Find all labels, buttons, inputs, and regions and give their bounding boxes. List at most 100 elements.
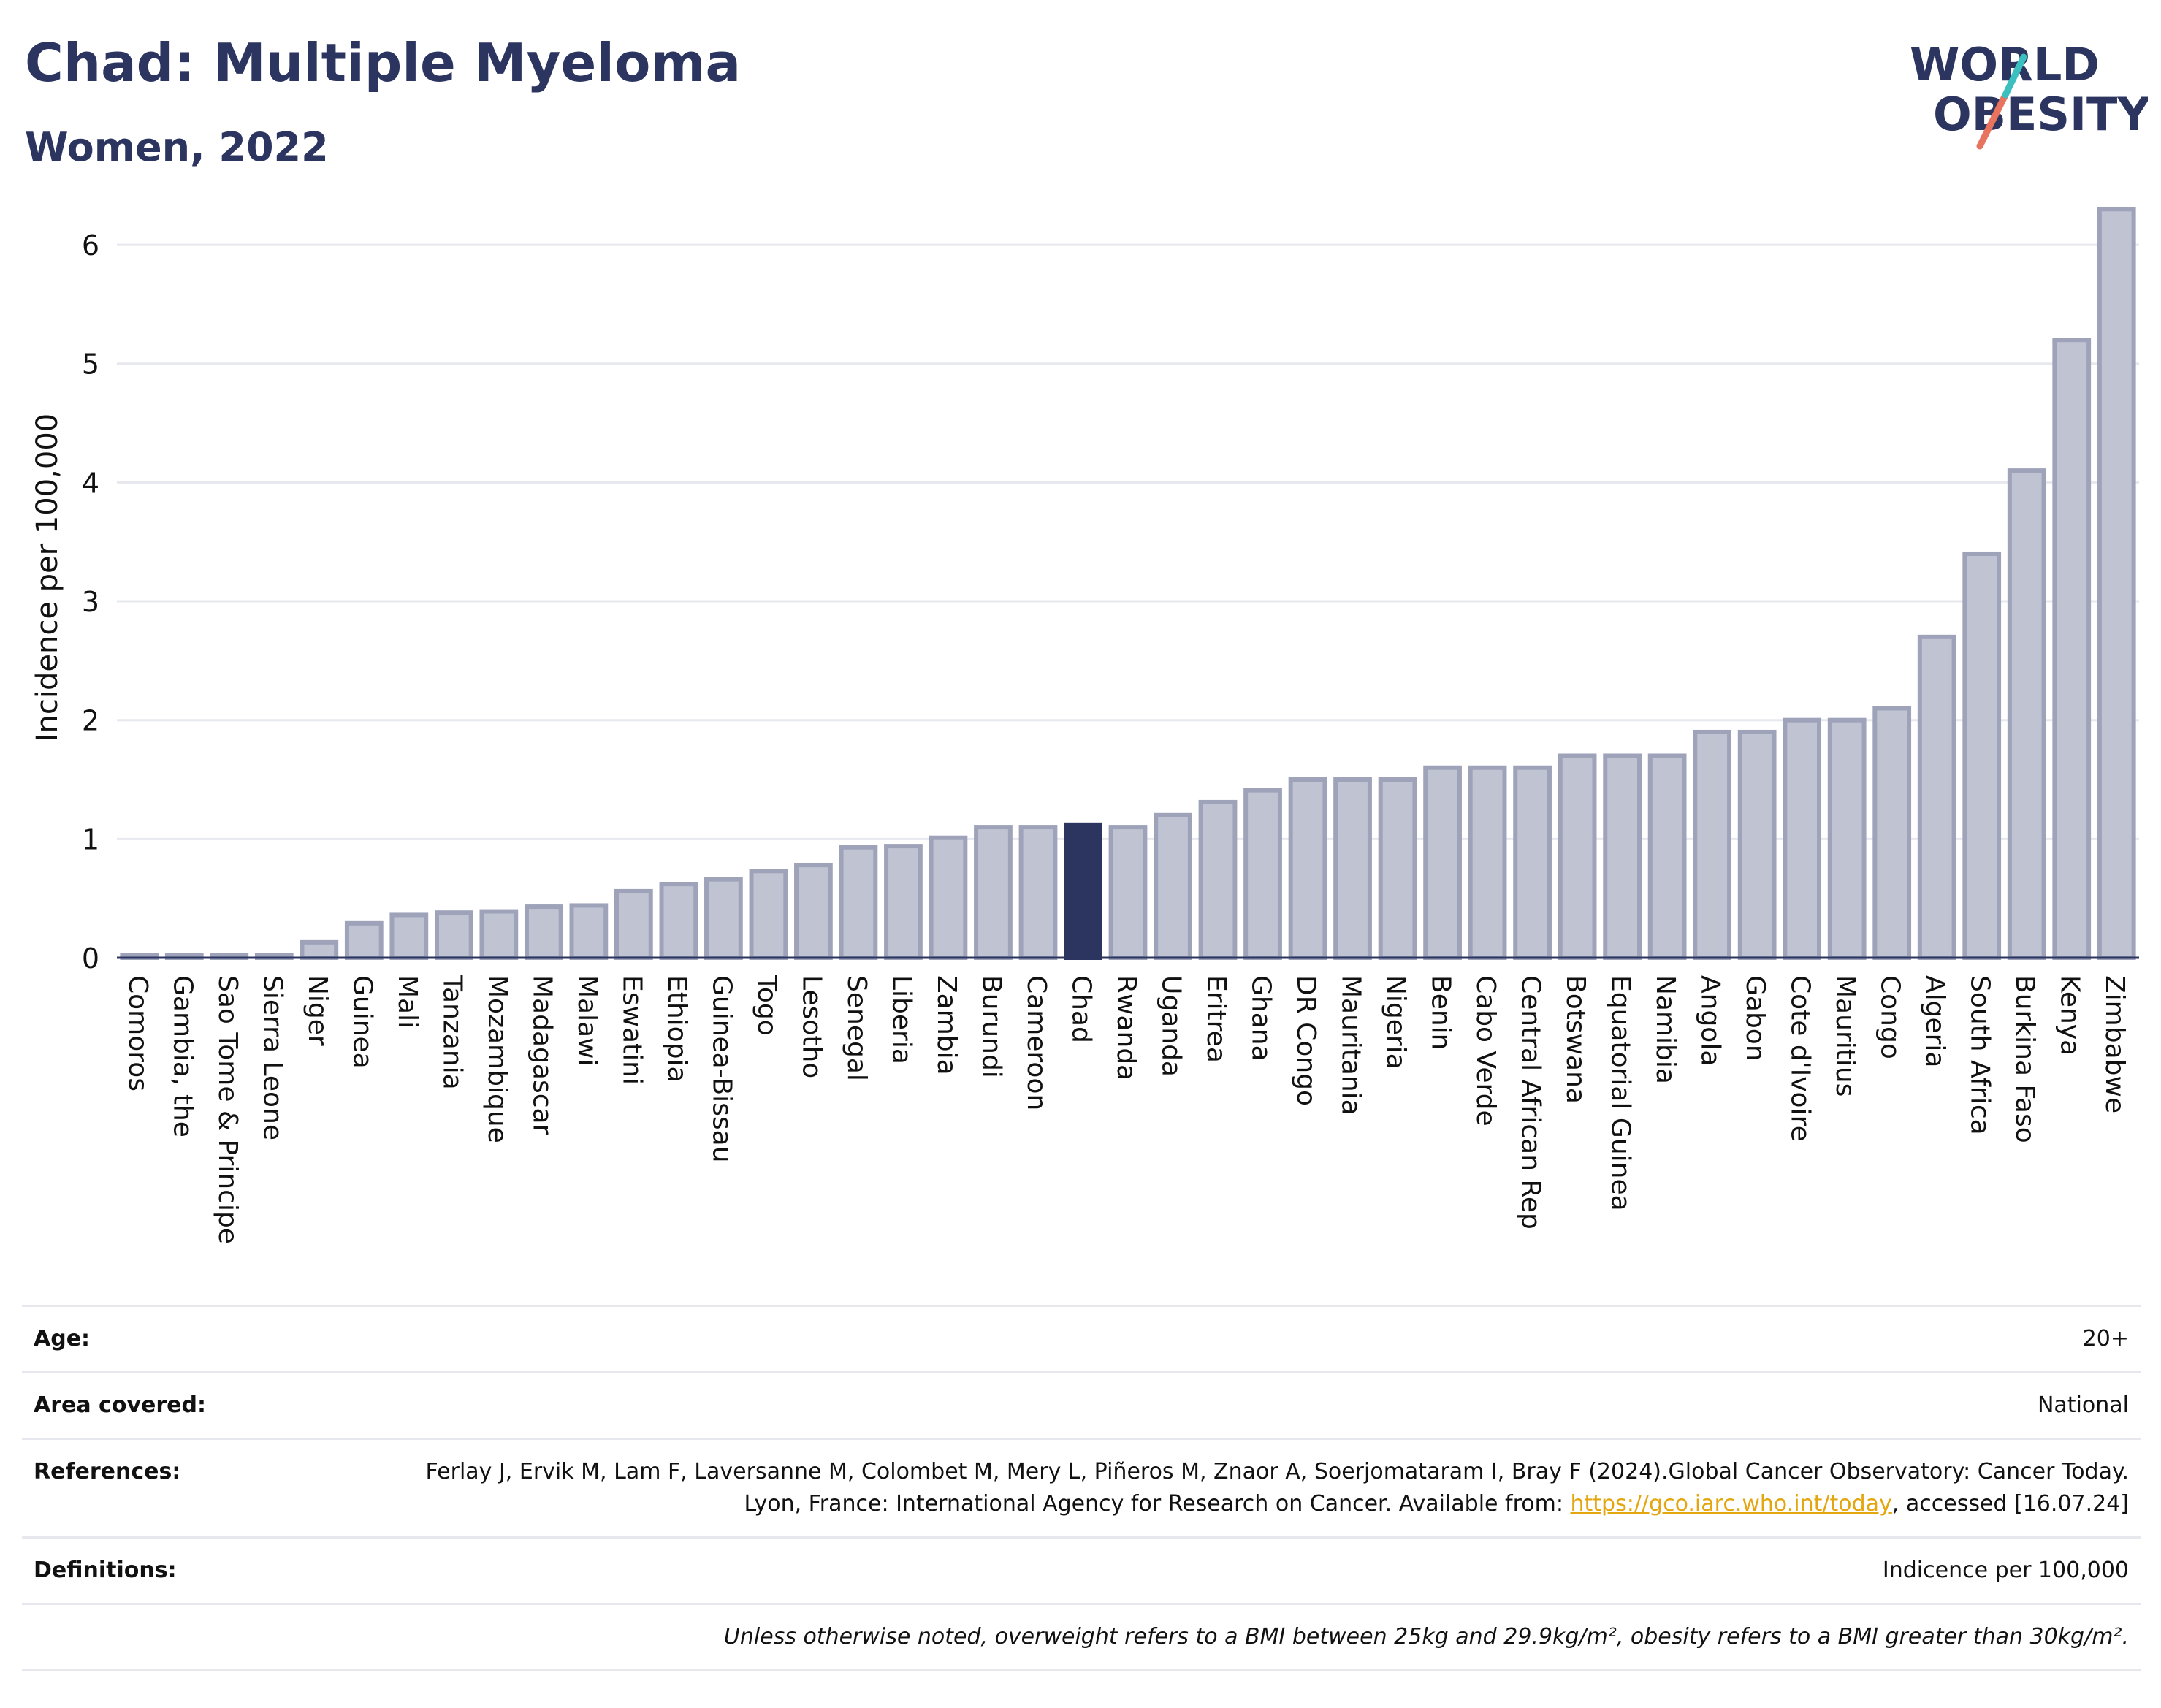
x-tick-label: Mauritania <box>1336 975 1366 1116</box>
x-tick-label: Niger <box>302 975 332 1046</box>
x-tick-label: Zambia <box>931 975 961 1075</box>
y-axis-label: Incidence per 100,000 <box>31 413 64 742</box>
references-text: Ferlay J, Ervik M, Lam F, Laversanne M, … <box>425 1459 2129 1517</box>
area-value: National <box>352 1371 2141 1440</box>
x-tick-label: DR Congo <box>1291 975 1321 1106</box>
x-tick-label: Madagascar <box>527 975 557 1135</box>
references-link[interactable]: https://gco.iarc.who.int/today <box>1570 1491 1892 1517</box>
bar-senegal <box>839 845 878 961</box>
x-tick-label: Liberia <box>886 975 916 1064</box>
bar-zimbabwe <box>2097 207 2136 960</box>
x-tick-label: Togo <box>752 975 782 1036</box>
page-subtitle: Women, 2022 <box>25 124 329 170</box>
x-tick-label: Sao Tome & Principe <box>213 975 243 1244</box>
x-tick-label: Guinea <box>347 975 377 1069</box>
x-tick-label: Cabo Verde <box>1471 975 1501 1126</box>
x-tick-label: Ethiopia <box>662 975 692 1083</box>
info-row-age: Age: 20+ <box>22 1305 2141 1373</box>
age-label: Age: <box>22 1305 352 1373</box>
x-tick-label: Equatorial Guinea <box>1606 975 1636 1211</box>
bar-togo <box>749 869 788 961</box>
x-tick-label: Ghana <box>1246 975 1276 1061</box>
definitions-label: Definitions: <box>22 1536 352 1605</box>
bar-angola <box>1693 729 1732 960</box>
y-tick-label: 6 <box>82 229 99 262</box>
bar-benin <box>1423 765 1462 960</box>
references-label: References: <box>22 1438 352 1539</box>
info-table: Age: 20+ Area covered: National Referenc… <box>22 1305 2141 1671</box>
x-tick-label: Senegal <box>842 975 872 1081</box>
x-tick-label: Sierra Leone <box>257 975 287 1140</box>
bmi-note: Unless otherwise noted, overweight refer… <box>22 1603 2141 1671</box>
x-tick-label: Cameroon <box>1021 975 1051 1110</box>
bar-south-africa <box>1962 551 2002 960</box>
x-tick-label: Mozambique <box>482 975 512 1143</box>
info-row-definitions: Definitions: Indicence per 100,000 <box>22 1536 2141 1605</box>
bar-zambia <box>929 835 968 960</box>
logo-line2: OBESITY <box>1933 88 2148 141</box>
bar-kenya <box>2052 338 2092 960</box>
x-tick-label: Kenya <box>2055 975 2085 1056</box>
x-tick-label: Zimbabwe <box>2100 975 2130 1113</box>
x-tick-label: Angola <box>1696 975 1726 1066</box>
bar-chart: 0 1 2 3 4 5 6 Comoros Gambia, the Sao Tome & Pri… <box>31 207 2139 1244</box>
definitions-value: Indicence per 100,000 <box>352 1536 2141 1605</box>
bar-algeria <box>1917 634 1956 960</box>
bar-burkina-faso <box>2007 468 2046 960</box>
logo-slash-teal <box>2002 53 2027 99</box>
x-tick-label: Namibia <box>1650 975 1680 1084</box>
info-row-references: References: Ferlay J, Ervik M, Lam F, La… <box>22 1438 2141 1539</box>
x-tick-label: Burundi <box>976 975 1006 1078</box>
x-tick-label: South Africa <box>1965 975 1995 1135</box>
x-tick-label: Malawi <box>572 975 602 1067</box>
bar-mauritius <box>1827 717 1867 960</box>
world-obesity-logo: WORLD OBESITY <box>1910 38 2148 150</box>
x-tick-label: Gambia, the <box>167 975 197 1137</box>
bar-dr-congo <box>1288 777 1327 960</box>
bar-malawi <box>569 903 609 961</box>
bar-cabo-verde <box>1468 765 1507 960</box>
references-tail: , accessed [16.07.24] <box>1891 1491 2129 1517</box>
x-tick-label: Mali <box>392 975 422 1029</box>
bar-tanzania <box>434 910 473 961</box>
x-tick-label: Central African Rep <box>1516 975 1546 1229</box>
x-tick-label: Uganda <box>1156 975 1186 1077</box>
bar-cote-d-ivoire <box>1783 717 1822 960</box>
bar-guinea-bissau <box>704 877 743 960</box>
x-tick-label: Nigeria <box>1381 975 1411 1070</box>
area-label: Area covered: <box>22 1371 352 1440</box>
x-tick-label: Eswatini <box>617 975 647 1085</box>
bar-congo <box>1872 706 1912 960</box>
y-tick-label: 0 <box>82 942 99 975</box>
logo-line1: WORLD <box>1910 38 2100 91</box>
bar-guinea <box>344 920 384 961</box>
bar-lesotho <box>794 863 833 961</box>
x-tick-label: Cote d'Ivoire <box>1785 975 1815 1142</box>
bars <box>120 207 2136 961</box>
x-tick-label: Mauritius <box>1830 975 1860 1097</box>
x-tick-label: Comoros <box>123 975 153 1091</box>
bar-central-african-rep <box>1513 765 1552 960</box>
x-tick-label: Tanzania <box>437 975 467 1090</box>
x-tick-label: Burkina Faso <box>2010 975 2040 1143</box>
bar-chad <box>1064 822 1102 960</box>
x-tick-label: Benin <box>1426 975 1456 1050</box>
bar-niger <box>300 939 339 961</box>
x-axis-ticks: Comoros Gambia, the Sao Tome & Principe Sie… <box>123 975 2130 1244</box>
bar-mozambique <box>479 909 519 961</box>
bar-cameroon <box>1018 825 1058 960</box>
bar-gabon <box>1737 729 1777 960</box>
x-tick-label: Eritrea <box>1201 975 1231 1063</box>
x-tick-label: Gabon <box>1740 975 1770 1061</box>
x-tick-label: Guinea-Bissau <box>706 975 736 1163</box>
bar-eritrea <box>1198 799 1238 960</box>
x-tick-label: Congo <box>1875 975 1905 1059</box>
bar-botswana <box>1558 753 1597 960</box>
bar-mauritania <box>1333 777 1372 960</box>
y-tick-label: 2 <box>82 705 99 737</box>
y-tick-label: 1 <box>82 823 99 855</box>
bar-nigeria <box>1378 777 1417 960</box>
info-row-note: Unless otherwise noted, overweight refer… <box>22 1603 2141 1671</box>
x-tick-label: Chad <box>1066 975 1096 1043</box>
y-tick-label: 5 <box>82 348 99 381</box>
